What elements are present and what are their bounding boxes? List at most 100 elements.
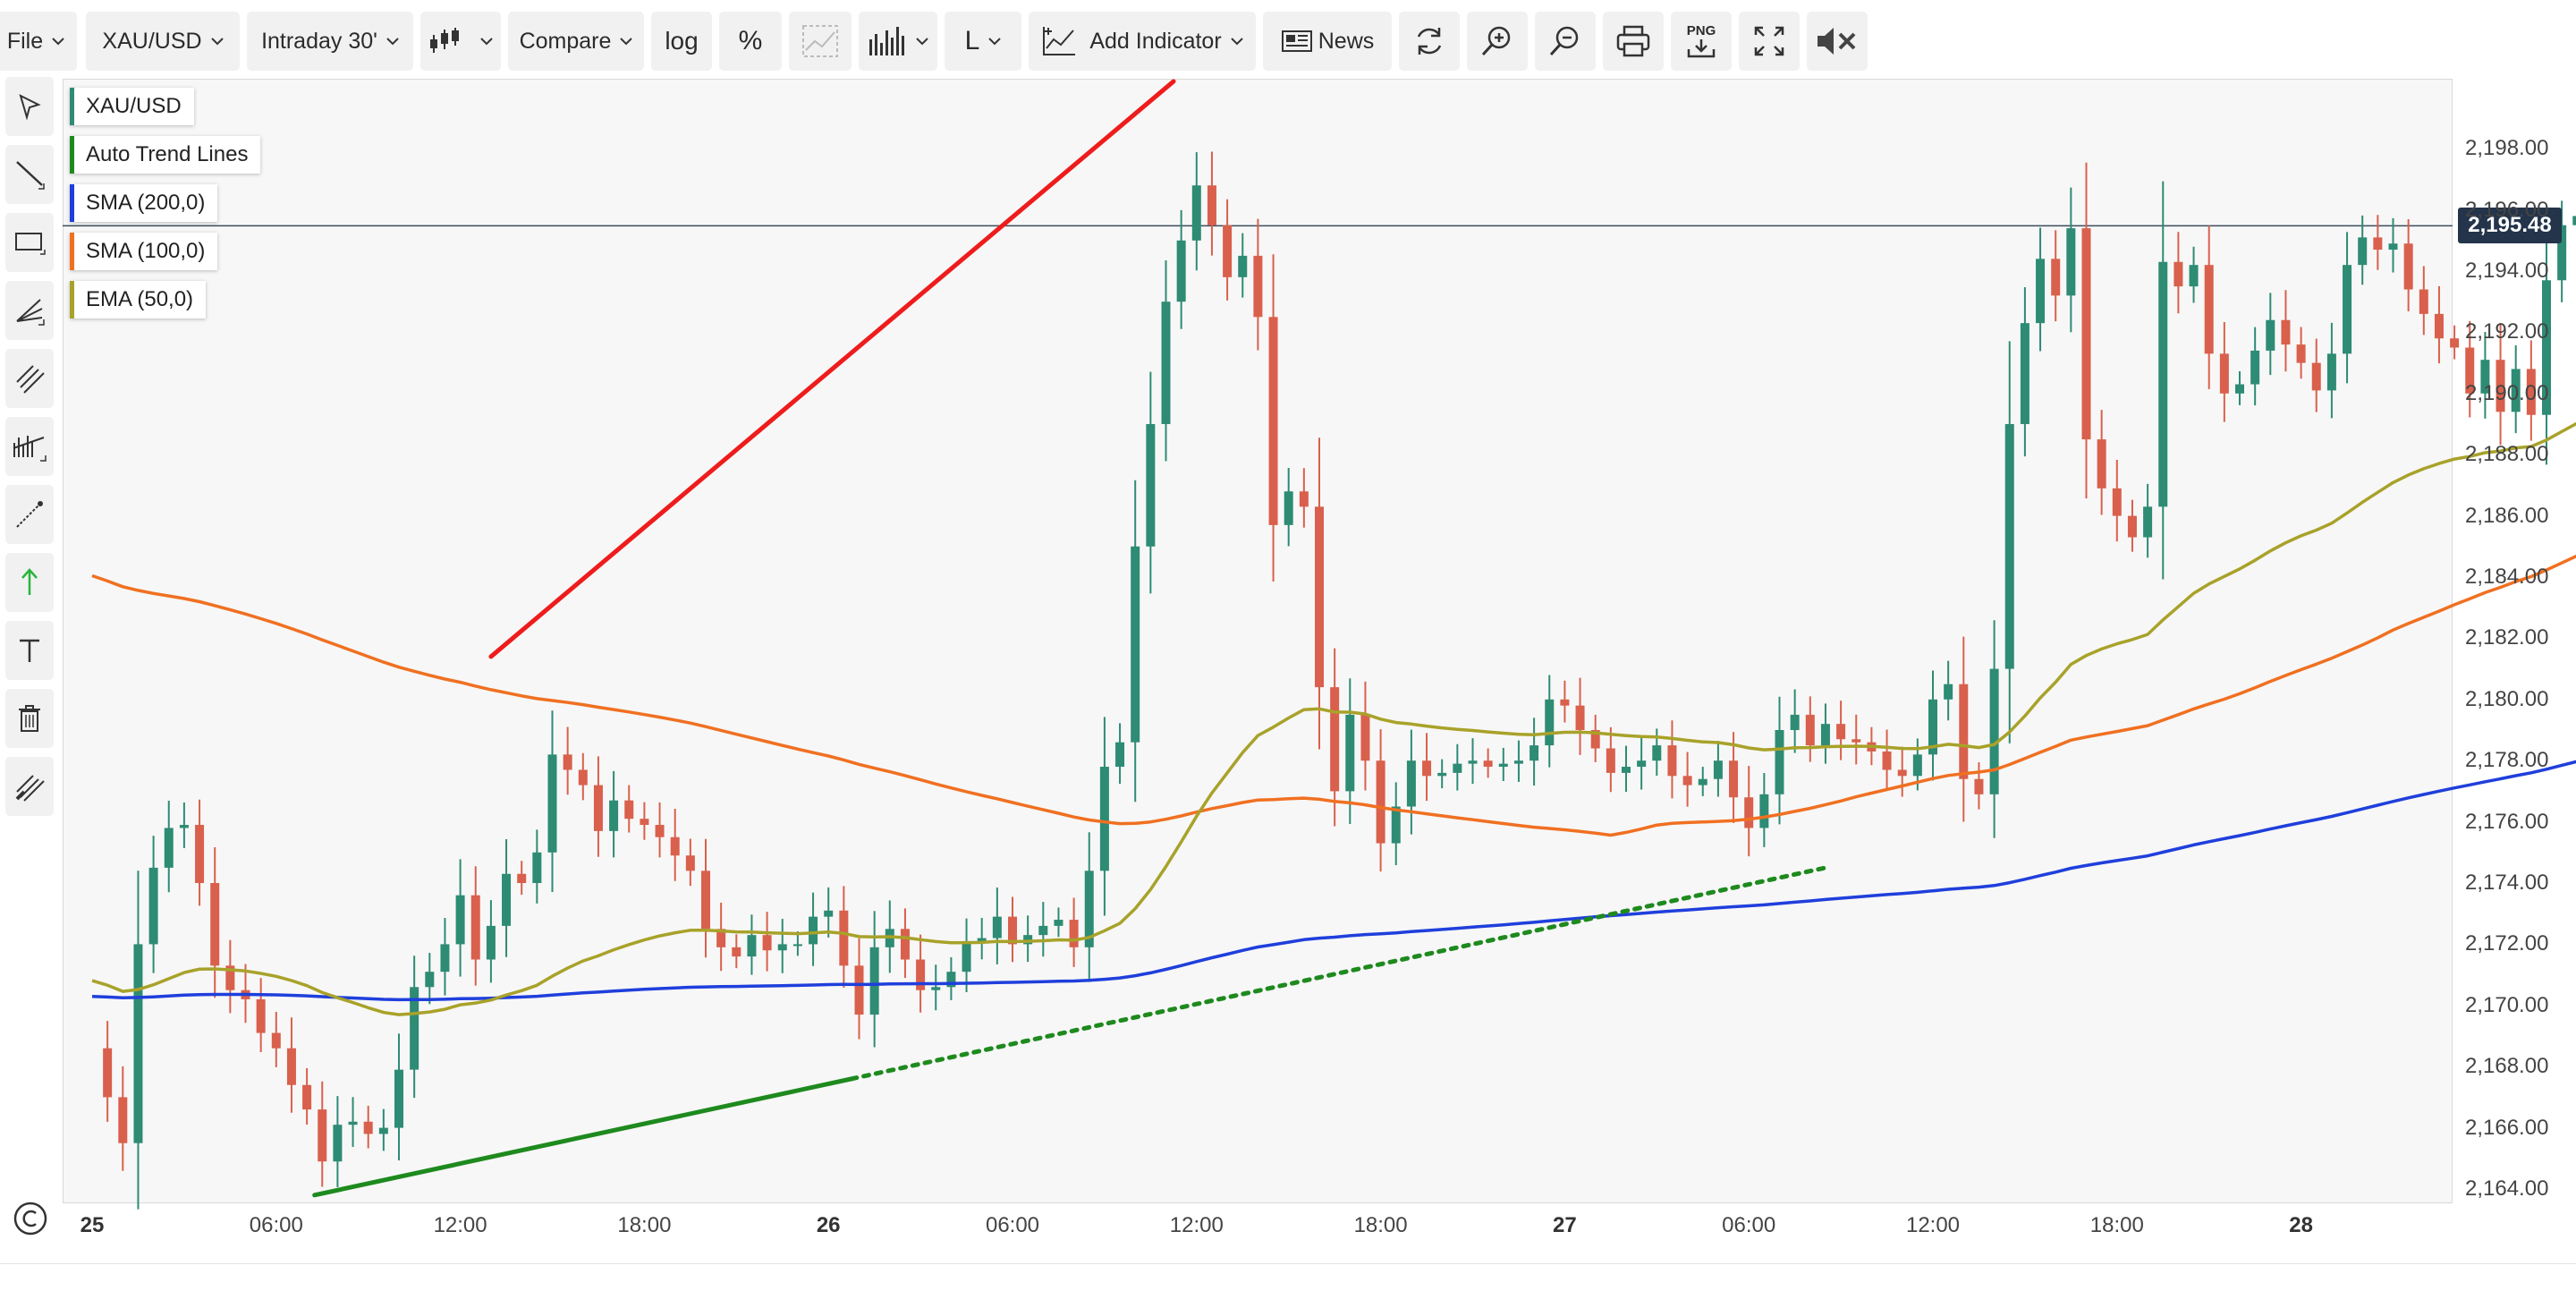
- candle-down: [1422, 760, 1432, 777]
- chevron-down-icon: [620, 38, 633, 46]
- chevron-down-icon: [386, 38, 399, 46]
- y-tick-label: 2,198.00: [2465, 136, 2549, 161]
- candle-down: [103, 1048, 113, 1098]
- candle-up: [777, 944, 787, 951]
- symbol-selector[interactable]: XAU/USD: [86, 12, 240, 71]
- volume-button[interactable]: [859, 12, 937, 71]
- percent-scale-button[interactable]: %: [719, 12, 782, 71]
- candle-up: [333, 1125, 343, 1162]
- candle-up: [2266, 319, 2275, 351]
- candle-up: [2250, 350, 2260, 385]
- candle-up: [2036, 259, 2046, 324]
- refresh-button[interactable]: [1399, 12, 1460, 71]
- newspaper-icon: [1281, 30, 1312, 52]
- candle-down: [2450, 338, 2460, 348]
- trendline-tool[interactable]: [5, 145, 54, 204]
- arrow-line-tool[interactable]: [5, 485, 54, 544]
- candle-down: [2434, 313, 2444, 339]
- x-tick-label: 06:00: [249, 1213, 303, 1237]
- candle-down: [2373, 237, 2383, 251]
- fullscreen-button[interactable]: [1739, 12, 1800, 71]
- file-menu-button[interactable]: File: [0, 12, 77, 71]
- copyright-icon[interactable]: [13, 1201, 48, 1236]
- sma-200-line: [91, 760, 2576, 1002]
- sound-toggle-button[interactable]: [1807, 12, 1868, 71]
- resistance-trend-line: [488, 79, 1176, 659]
- candle-up: [348, 1121, 358, 1125]
- candle-up: [2158, 261, 2168, 507]
- news-button[interactable]: News: [1263, 12, 1392, 71]
- zoom-out-button[interactable]: [1535, 12, 1596, 71]
- legend-swatch: [70, 184, 74, 222]
- candle-down: [900, 929, 910, 960]
- line-icon: [16, 161, 45, 190]
- candle-down: [2526, 369, 2536, 415]
- candle-up: [1498, 763, 1508, 768]
- png-export-button[interactable]: PNG: [1671, 12, 1732, 71]
- candle-down: [732, 947, 741, 957]
- indicator-lines: [91, 421, 2576, 1016]
- x-tick-label: 18:00: [617, 1213, 672, 1237]
- candle-down: [256, 998, 266, 1033]
- candle-up: [378, 1127, 388, 1134]
- candle-up: [1545, 699, 1555, 746]
- candle-down: [2127, 515, 2137, 538]
- candle-up: [1099, 767, 1109, 871]
- fan-tool[interactable]: [5, 281, 54, 340]
- candle-up: [2235, 384, 2244, 394]
- candle-up: [609, 800, 619, 831]
- hide-drawings-tool[interactable]: [5, 757, 54, 816]
- candle-down: [701, 871, 710, 930]
- candle-up: [2326, 353, 2336, 391]
- legend-sma-100[interactable]: SMA (100,0): [70, 233, 218, 270]
- candle-up: [1713, 760, 1723, 779]
- candle-down: [762, 935, 772, 951]
- candle-up: [1084, 871, 1094, 947]
- candle-up: [2189, 265, 2199, 287]
- area-chart-icon: [802, 25, 838, 57]
- legend-ema-50[interactable]: EMA (50,0): [70, 281, 207, 319]
- rectangle-tool[interactable]: [5, 213, 54, 272]
- legend-swatch: [70, 233, 74, 270]
- candle-down: [1682, 776, 1692, 786]
- candle-down: [2174, 261, 2183, 287]
- log-scale-button[interactable]: log: [651, 12, 712, 71]
- candle-down: [1882, 751, 1892, 770]
- print-button[interactable]: [1603, 12, 1664, 71]
- add-indicator-button[interactable]: Add Indicator: [1029, 12, 1256, 71]
- x-tick-label: 18:00: [1353, 1213, 1408, 1237]
- pattern-icon: [13, 436, 47, 462]
- interval-selector[interactable]: Intraday 30': [247, 12, 413, 71]
- legend-xau-usd[interactable]: XAU/USD: [70, 88, 194, 125]
- y-tick-label: 2,178.00: [2465, 748, 2549, 773]
- indicator-icon: [1043, 27, 1076, 55]
- candle-down: [1667, 745, 1677, 777]
- y-tick-label: 2,184.00: [2465, 565, 2549, 589]
- legend-swatch: [70, 281, 74, 319]
- candle-up: [1652, 745, 1662, 761]
- delete-drawings-tool[interactable]: [5, 689, 54, 748]
- y-tick-label: 2,170.00: [2465, 992, 2549, 1017]
- chart-toolbar: File XAU/USD Intraday 30' Compare log %: [0, 10, 1878, 72]
- y-tick-label: 2,186.00: [2465, 503, 2549, 528]
- legend-sma-200[interactable]: SMA (200,0): [70, 184, 218, 222]
- overlay-chart-button[interactable]: [789, 12, 852, 71]
- pattern-tool[interactable]: [5, 417, 54, 476]
- line-type-button[interactable]: L: [945, 12, 1021, 71]
- candle-up: [1131, 546, 1140, 743]
- compare-button[interactable]: Compare: [508, 12, 644, 71]
- pointer-tool[interactable]: [5, 77, 54, 136]
- arrow-up-tool[interactable]: [5, 553, 54, 612]
- zoom-in-button[interactable]: [1467, 12, 1528, 71]
- y-tick-label: 2,180.00: [2465, 686, 2549, 711]
- legend-auto-trend-lines[interactable]: Auto Trend Lines: [70, 136, 261, 174]
- parallel-channel-tool[interactable]: [5, 349, 54, 408]
- x-tick-label: 12:00: [1905, 1213, 1961, 1237]
- green-arrow-up-icon: [21, 568, 38, 595]
- candle-up: [532, 852, 542, 883]
- sma-100-line: [91, 554, 2576, 837]
- text-tool[interactable]: [5, 621, 54, 680]
- candle-up: [164, 828, 174, 868]
- chart-type-button[interactable]: [420, 12, 501, 71]
